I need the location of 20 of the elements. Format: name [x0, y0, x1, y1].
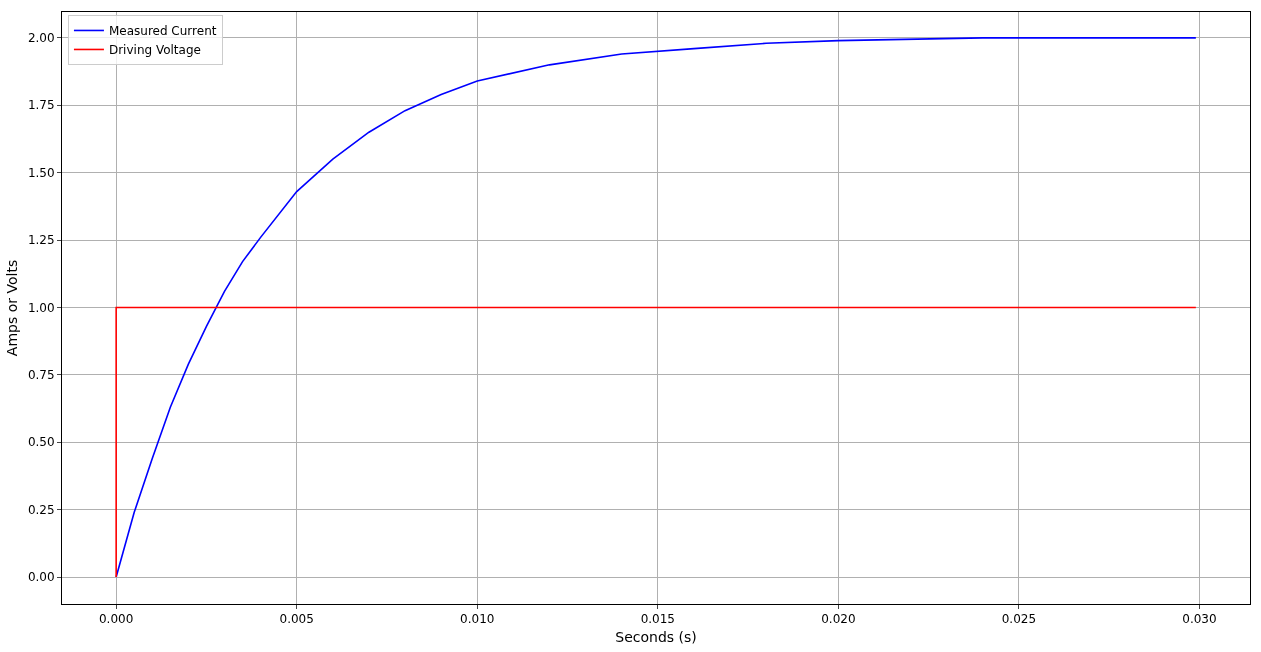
- x-tick-label: 0.015: [640, 612, 675, 627]
- x-tick-label: 0.020: [821, 612, 856, 627]
- y-tick-label: 2.00: [27, 31, 55, 46]
- x-tick-label: 0.025: [1001, 612, 1037, 627]
- x-tick-label: 0.000: [98, 612, 134, 627]
- y-tick-label: 0.50: [27, 435, 55, 450]
- y-tick-label: 1.00: [27, 300, 55, 315]
- x-tick-label: 0.030: [1182, 612, 1217, 627]
- y-tick-label: 0.00: [27, 570, 55, 585]
- x-tick-label: 0.005: [279, 612, 314, 627]
- x-axis-title: Seconds (s): [615, 628, 697, 645]
- y-axis-title: Amps or Volts: [4, 259, 21, 357]
- y-tick-label: 1.75: [27, 98, 55, 113]
- y-tick-label: 1.25: [27, 233, 55, 248]
- x-tick-label: 0.010: [460, 612, 495, 627]
- legend-label: Measured Current: [108, 24, 217, 39]
- y-tick-label: 0.25: [27, 502, 55, 517]
- legend-label: Driving Voltage: [108, 43, 201, 58]
- y-tick-label: 1.50: [27, 165, 55, 180]
- y-tick-label: 0.75: [27, 368, 55, 383]
